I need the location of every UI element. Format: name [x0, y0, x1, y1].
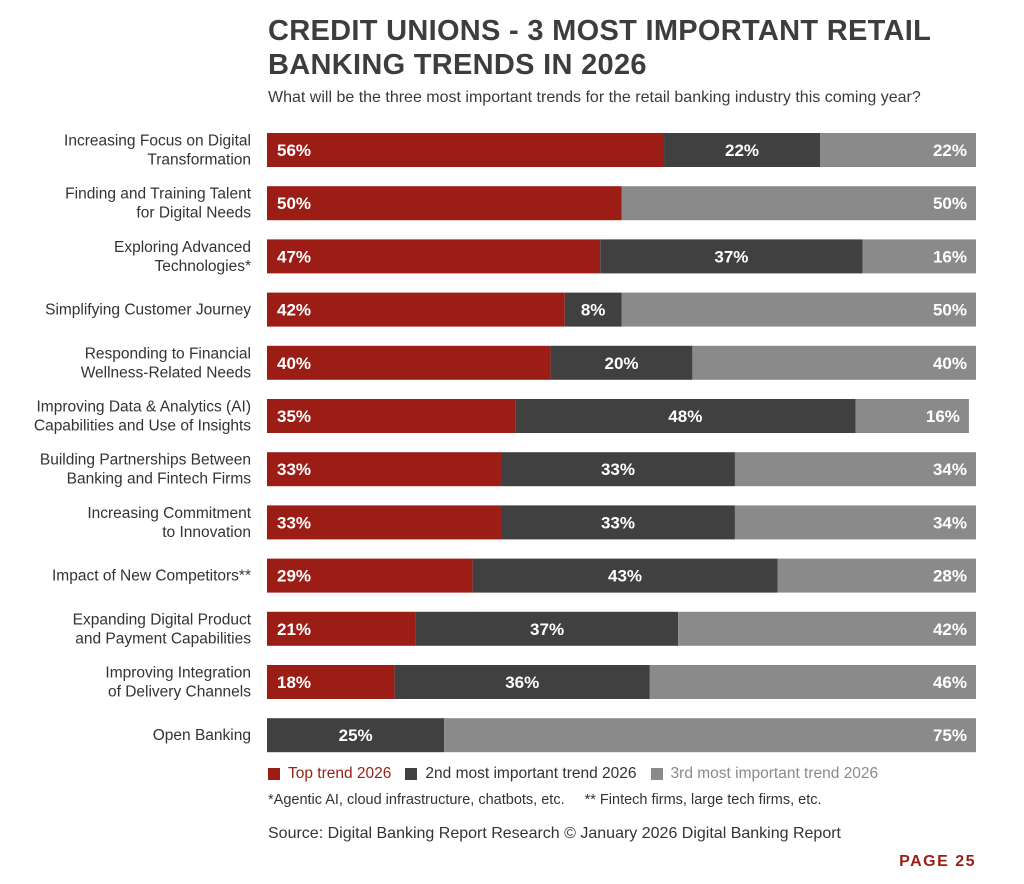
bar-segment: [664, 133, 821, 167]
category-label: Exploring Advanced Technologies*: [114, 239, 251, 275]
bar-segment: [734, 505, 976, 540]
category-label: Open Banking: [153, 727, 251, 744]
data-label: 40%: [933, 354, 967, 373]
bar-segment: [621, 186, 976, 221]
data-label: 34%: [933, 513, 967, 532]
data-label: 33%: [601, 513, 635, 532]
bar-segment: [267, 611, 416, 646]
category-label: Impact of New Competitors**: [52, 568, 251, 585]
bar-segment: [500, 505, 735, 540]
data-label: 43%: [608, 567, 642, 586]
source-note: Source: Digital Banking Report Research …: [268, 825, 841, 842]
legend-swatch-top: [268, 768, 280, 780]
legend-label-top: Top trend 2026: [288, 765, 392, 782]
data-label: 48%: [668, 407, 702, 426]
bar-segment: [500, 452, 735, 487]
data-label: 33%: [277, 460, 311, 479]
chart-title: CREDIT UNIONS - 3 MOST IMPORTANT RETAIL …: [268, 15, 931, 81]
bar-segment: [564, 292, 622, 327]
stacked-bar-chart: Increasing Focus on Digital Transformatio…: [34, 133, 976, 753]
bar-segment: [678, 611, 976, 646]
bar-segment: [777, 558, 976, 593]
bar-segment: [621, 292, 976, 327]
data-label: 56%: [277, 141, 311, 160]
data-label: 50%: [933, 301, 967, 320]
data-label: 36%: [505, 673, 539, 692]
data-label: 16%: [933, 247, 967, 266]
data-label: 47%: [277, 247, 311, 266]
bar-segment: [394, 665, 650, 699]
bar-segment: [267, 558, 473, 593]
bar-segment: [550, 345, 693, 380]
data-label: 33%: [601, 460, 635, 479]
bar-segment: [267, 505, 501, 540]
data-label: 8%: [581, 301, 606, 320]
footnotes: *Agentic AI, cloud infrastructure, chatb…: [268, 792, 822, 808]
data-label: 29%: [277, 567, 311, 586]
legend-swatch-third: [650, 768, 663, 780]
data-label: 46%: [933, 673, 967, 692]
bar-segment: [734, 452, 976, 487]
bar-segment: [267, 665, 395, 699]
legend-label-second: 2nd most important trend 2026: [425, 765, 637, 782]
data-label: 37%: [530, 620, 564, 639]
category-label: Improving Integration of Delivery Channel…: [105, 665, 251, 701]
footnote-competitors: ** Fintech firms, large tech firms, etc.: [584, 792, 822, 808]
bar-segment: [267, 345, 551, 380]
bar-segment: [600, 239, 863, 274]
bar-segment: [692, 345, 976, 380]
data-label: 50%: [933, 194, 967, 213]
bar-segment: [267, 186, 622, 221]
data-label: 20%: [604, 354, 638, 373]
data-label: 22%: [725, 141, 759, 160]
bar-segment: [820, 133, 976, 167]
page-number: PAGE 25: [899, 853, 976, 870]
data-label: 21%: [277, 620, 311, 639]
bar-segment: [267, 452, 501, 487]
data-label: 50%: [277, 194, 311, 213]
legend-item-third: 3rd most important trend 2026: [650, 764, 879, 784]
legend-item-second: 2nd most important trend 2026: [405, 764, 637, 784]
bar-segment: [515, 399, 856, 433]
category-label: Improving Data & Analytics (AI) Capabilit…: [34, 399, 251, 435]
data-label: 34%: [933, 460, 967, 479]
category-label: Simplifying Customer Journey: [45, 302, 251, 319]
bar-segment: [267, 718, 445, 753]
data-label: 42%: [277, 301, 311, 320]
legend-swatch-second: [405, 768, 418, 780]
data-label: 42%: [933, 620, 967, 639]
data-label: 25%: [339, 726, 373, 745]
data-label: 37%: [714, 247, 748, 266]
data-label: 28%: [933, 567, 967, 586]
footnote-technologies: *Agentic AI, cloud infrastructure, chatb…: [268, 792, 565, 808]
category-label: Building Partnerships Between Banking and…: [40, 452, 251, 488]
data-label: 33%: [277, 513, 311, 532]
category-label: Increasing Commitment to Innovation: [87, 505, 251, 541]
data-label: 75%: [933, 726, 967, 745]
chart-subtitle: What will be the three most important tr…: [268, 89, 921, 106]
data-label: 35%: [277, 407, 311, 426]
bar-segment: [267, 292, 565, 327]
bar-segment: [472, 558, 778, 593]
category-label: Increasing Focus on Digital Transformatio…: [64, 133, 251, 169]
bar-segment: [649, 665, 976, 699]
bar-segment: [444, 718, 976, 753]
bar-segment: [862, 239, 976, 274]
data-label: 16%: [926, 407, 960, 426]
legend-item-top: Top trend 2026: [268, 764, 391, 784]
bar-segment: [855, 399, 969, 433]
data-label: 18%: [277, 673, 311, 692]
bar-segment: [267, 133, 665, 167]
data-label: 22%: [933, 141, 967, 160]
bar-segment: [267, 239, 601, 274]
category-label: Responding to Financial Wellness-Related …: [81, 345, 252, 381]
chart-legend: Top trend 2026 2nd most important trend …: [268, 764, 878, 784]
legend-label-third: 3rd most important trend 2026: [670, 765, 879, 782]
data-label: 40%: [277, 354, 311, 373]
bar-segment: [415, 611, 679, 646]
category-label: Expanding Digital Product and Payment Cap…: [73, 611, 252, 647]
category-label: Finding and Training Talent for Digital N…: [65, 186, 252, 222]
bar-segment: [267, 399, 516, 433]
